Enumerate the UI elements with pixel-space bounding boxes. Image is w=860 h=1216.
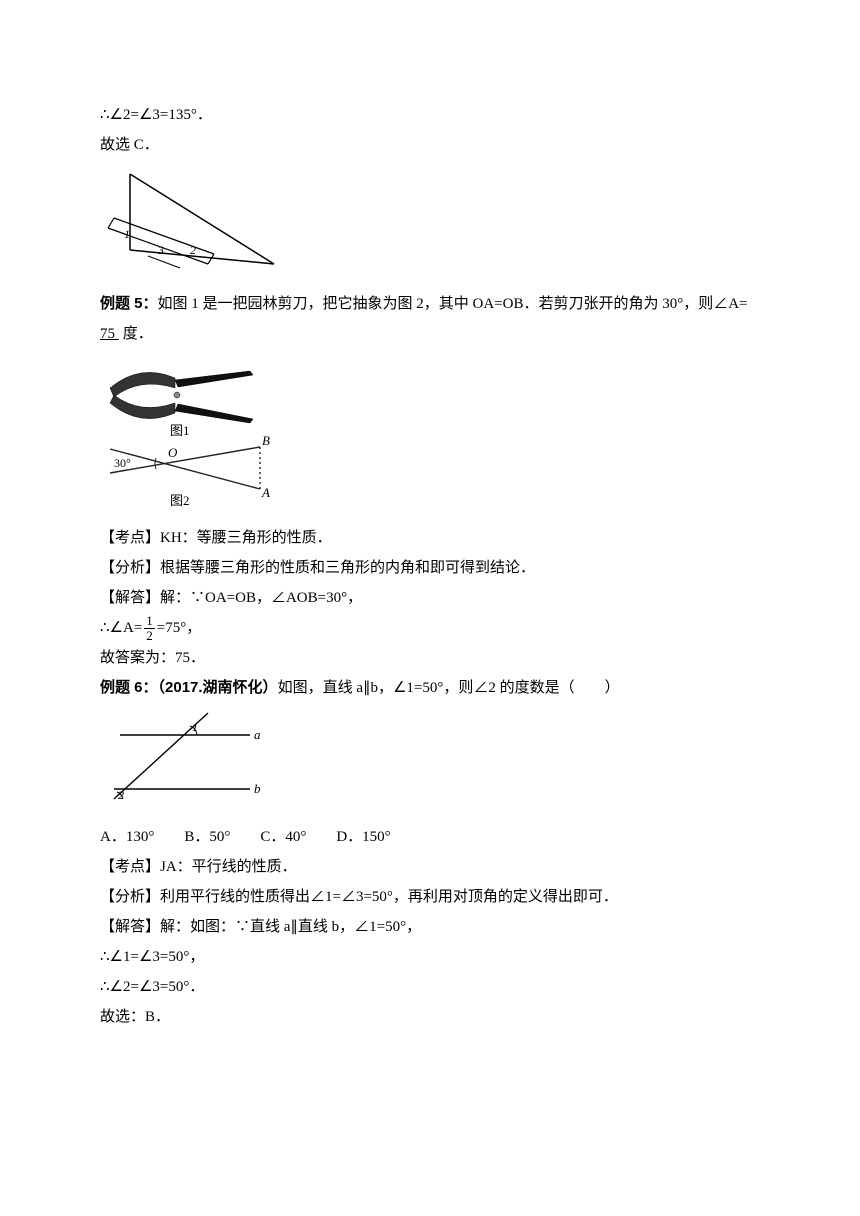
svg-text:30°: 30° bbox=[114, 456, 131, 470]
svg-text:B: B bbox=[262, 433, 270, 448]
figure-2-scissors: 图1 O B A 30° 图2 bbox=[100, 353, 760, 519]
figure-3-parallel-lines: 1 a 2 b bbox=[100, 707, 760, 818]
frac-num: 1 bbox=[144, 614, 155, 629]
ex6-jieda1: 【解答】解：如图：∵直线 a∥直线 b，∠1=50°， bbox=[100, 912, 760, 942]
ex6-body: 如图，直线 a∥b，∠1=50°，则∠2 的度数是（ ） bbox=[278, 680, 620, 696]
ex6-fenxi: 【分析】利用平行线的性质得出∠1=∠3=50°，再利用对顶角的定义得出即可． bbox=[100, 882, 760, 912]
intro-line-1: ∴∠2=∠3=135°． bbox=[100, 100, 760, 130]
ex6-jieda3: ∴∠2=∠3=50°． bbox=[100, 972, 760, 1002]
ex5-title: 例题 5： bbox=[100, 295, 158, 312]
ex6-kaodian: 【考点】JA：平行线的性质． bbox=[100, 852, 760, 882]
frac-den: 2 bbox=[144, 629, 155, 643]
ex5-jieda-pre: 【解答】解：∵OA=OB，∠AOB=30°， bbox=[100, 583, 760, 613]
ex5-jieda-mid-pre: ∴∠A= bbox=[100, 620, 142, 636]
svg-text:2: 2 bbox=[118, 788, 124, 802]
svg-text:图1: 图1 bbox=[170, 423, 190, 438]
ex5-jieda-calc: ∴∠A=12=75°， bbox=[100, 613, 760, 643]
ex6-options: A．130° B．50° C．40° D．150° bbox=[100, 822, 760, 852]
ex6-title: 例题 6：（2017.湖南怀化） bbox=[100, 679, 278, 696]
fraction-half: 12 bbox=[144, 614, 155, 644]
svg-text:1: 1 bbox=[192, 720, 198, 734]
ex6-problem: 例题 6：（2017.湖南怀化）如图，直线 a∥b，∠1=50°，则∠2 的度数… bbox=[100, 673, 760, 703]
svg-text:O: O bbox=[168, 445, 178, 460]
ex6-jieda2: ∴∠1=∠3=50°， bbox=[100, 942, 760, 972]
ex5-fenxi: 【分析】根据等腰三角形的性质和三角形的内角和即可得到结论． bbox=[100, 553, 760, 583]
svg-text:a: a bbox=[254, 727, 261, 742]
figure-1-triangle-ruler: 1 3 2 bbox=[100, 164, 760, 285]
ex6-jieda4: 故选：B． bbox=[100, 1002, 760, 1032]
ex5-jieda-mid-post: =75°， bbox=[157, 620, 201, 636]
svg-text:b: b bbox=[254, 781, 261, 796]
svg-text:2: 2 bbox=[190, 243, 196, 257]
svg-text:图2: 图2 bbox=[170, 493, 190, 508]
ex5-body: 如图 1 是一把园林剪刀，把它抽象为图 2，其中 OA=OB．若剪刀张开的角为 … bbox=[158, 296, 748, 312]
ex5-after: 度． bbox=[123, 326, 153, 342]
ex5-kaodian: 【考点】KH：等腰三角形的性质． bbox=[100, 523, 760, 553]
page-content: ∴∠2=∠3=135°． 故选 C． 1 3 2 例题 5：如图 1 是一把园林剪刀… bbox=[0, 0, 860, 1072]
svg-text:A: A bbox=[261, 485, 270, 500]
ex5-problem: 例题 5：如图 1 是一把园林剪刀，把它抽象为图 2，其中 OA=OB．若剪刀张… bbox=[100, 289, 760, 349]
ex5-jieda-ans: 故答案为：75． bbox=[100, 643, 760, 673]
svg-text:3: 3 bbox=[157, 243, 164, 257]
svg-text:1: 1 bbox=[124, 227, 130, 241]
intro-line-2: 故选 C． bbox=[100, 130, 760, 160]
